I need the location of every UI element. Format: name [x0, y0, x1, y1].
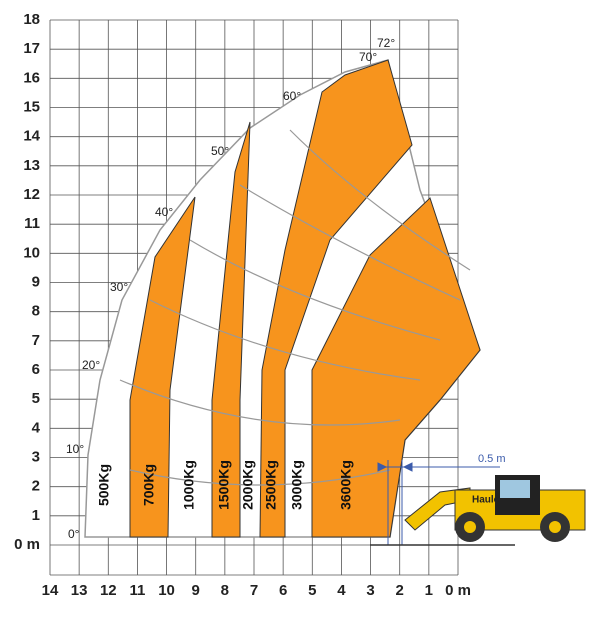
dimension [377, 460, 500, 545]
y-label: 9 [32, 273, 40, 290]
x-label: 8 [221, 582, 229, 599]
angle-label: 10° [66, 442, 84, 456]
y-label: 13 [23, 157, 40, 174]
y-label: 5 [32, 390, 40, 407]
x-label: 13 [71, 582, 88, 599]
zone-label: 3000Kg [289, 460, 305, 510]
y-label: 11 [24, 215, 40, 232]
x-label: 0 m [445, 582, 471, 599]
y-label: 18 [23, 11, 40, 28]
brand: Haulo [472, 495, 500, 506]
y-label: 17 [23, 40, 40, 57]
angle-label: 72° [377, 36, 395, 50]
y-label: 1 [32, 507, 40, 524]
zone-label: 2000Kg [240, 460, 256, 510]
x-label: 10 [158, 582, 175, 599]
x-label: 5 [308, 582, 316, 599]
x-label: 1 [425, 582, 433, 599]
x-label: 2 [396, 582, 404, 599]
zone-label: 500Kg [96, 464, 112, 506]
y-label: 16 [23, 69, 40, 86]
y-label: 12 [23, 186, 40, 203]
y-label: 10 [23, 244, 40, 261]
angle-label: 20° [82, 358, 100, 372]
labels: 14 13 12 11 10 9 8 7 6 5 4 3 2 1 0 m0 m123456789101112… [14, 11, 471, 599]
x-label: 12 [100, 582, 117, 599]
x-label: 3 [366, 582, 374, 599]
angle-label: 0° [68, 527, 80, 541]
x-label: 14 [42, 582, 59, 599]
y-label: 6 [32, 361, 40, 378]
y-label: 0 m [14, 536, 40, 553]
zone-label: 1000Kg [181, 460, 197, 510]
x-label: 4 [337, 582, 346, 599]
x-label: 11 [129, 582, 145, 599]
angle-label: 70° [359, 50, 377, 64]
angle-label: 30° [110, 280, 128, 294]
zone-3600 [311, 197, 481, 538]
y-label: 3 [32, 448, 40, 465]
dimension-label: 0.5 m [478, 453, 506, 465]
y-label: 8 [32, 303, 40, 320]
angle-label: 60° [283, 89, 301, 103]
y-label: 2 [32, 478, 40, 495]
zone-700 [129, 196, 196, 538]
y-label: 14 [23, 128, 40, 145]
zone-label: 3600Kg [338, 460, 354, 510]
x-label: 9 [192, 582, 200, 599]
zone-label: 1500Kg [216, 460, 232, 510]
zone-label: 700Kg [141, 464, 157, 506]
zone-label: 2500Kg [263, 460, 279, 510]
angle-label: 50° [211, 144, 229, 158]
zone-1500 [211, 121, 251, 538]
x-label: 6 [279, 582, 287, 599]
zone-2500 [259, 59, 413, 538]
y-label: 7 [32, 332, 40, 349]
angle-label: 40° [155, 205, 173, 219]
arcs [119, 129, 471, 486]
y-label: 4 [32, 419, 41, 436]
y-label: 15 [23, 98, 40, 115]
x-label: 7 [250, 582, 258, 599]
machine: Haulo [370, 475, 586, 546]
